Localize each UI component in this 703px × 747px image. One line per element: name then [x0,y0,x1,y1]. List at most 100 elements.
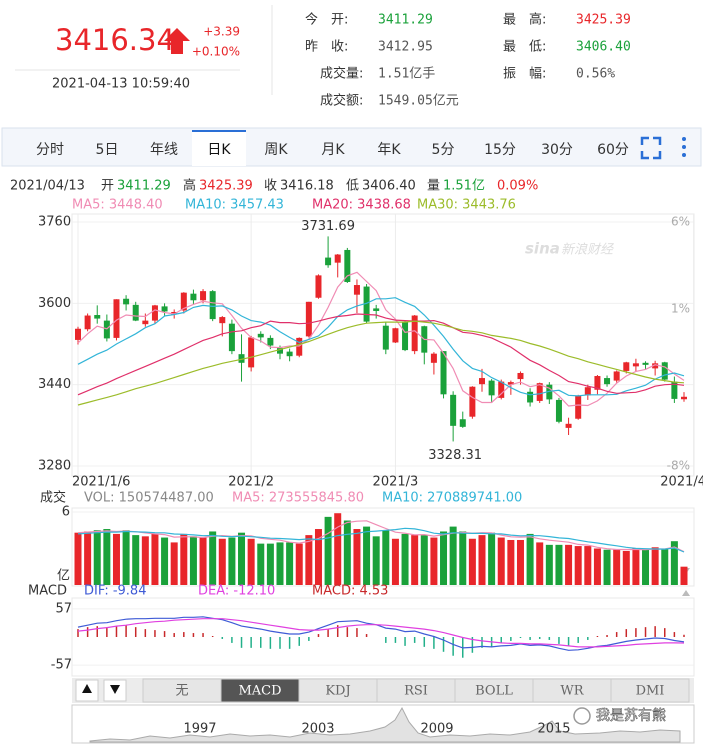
candle-body [200,291,207,301]
candle-body [469,386,476,417]
volume-bar [151,533,159,585]
legend-entry: DEA: -12.10 [198,584,275,599]
volume-bar [680,566,688,585]
overview-sparkline [89,706,681,743]
tab[interactable]: 15分 [484,142,516,158]
volume-bar [613,549,621,585]
tab[interactable]: 5分 [432,142,455,158]
tab-selected[interactable] [192,131,246,166]
volume-bar [112,533,120,585]
info-label: 高 [183,178,196,194]
legend-entry: MA10: 3457.43 [185,198,284,213]
volume-bar [536,542,544,585]
legend-entry: MA10: 270889741.00 [382,491,522,506]
stat-label: 振 幅: [503,67,546,82]
fullscreen-icon[interactable] [640,136,662,160]
tab[interactable]: 周K [264,142,288,158]
legend-entry: MA20: 3438.68 [312,198,411,213]
candle-body [517,372,524,380]
watermark-icon [573,707,591,725]
candle-body [113,299,120,338]
volume-bar [468,538,476,585]
stat-label: 今 开: [305,12,348,28]
indicator-tab-label[interactable]: WR [560,684,584,699]
ma-line [77,297,685,397]
volume-bar [276,542,284,585]
macd-line [77,618,685,648]
info-label: 收 [264,179,277,194]
volume-bar [122,530,130,585]
candle-body [315,275,322,298]
candle-body [623,362,630,371]
volume-bar [565,544,573,585]
x-tick-label: 2021/1/6 [72,475,130,490]
candle-body [344,249,351,282]
volume-bar [516,539,524,585]
volume-bar [238,532,246,585]
indicator-tab-label[interactable]: RSI [404,684,428,699]
x-tick-label: 2021/4/13 [660,475,703,490]
volume-bar [314,529,322,585]
volume-bar [488,532,496,585]
ma-line [77,271,685,407]
panel-title: MACD [28,584,67,599]
watermark-text: 新浪财经 [561,242,615,258]
candle-body [604,378,611,385]
volume-bar [391,538,399,585]
candle-body [507,382,514,385]
more-icon[interactable] [682,137,686,157]
candle-body [565,423,572,428]
candle-body [575,395,582,419]
legend-entry: MA5: 273555845.80 [232,491,364,506]
candle-body [536,383,543,401]
volume-bar [545,544,553,585]
indicator-tab-label[interactable]: 无 [175,684,188,699]
tab[interactable]: 月K [321,142,345,158]
candle-body [479,378,485,385]
volume-bar [584,546,592,585]
volume-bar [266,543,274,585]
volume-bar [478,535,486,585]
stat-value: 0.56% [576,67,615,82]
tab[interactable]: 30分 [541,142,573,158]
tab[interactable]: 60分 [597,142,629,158]
volume-bar [228,537,236,585]
volume-bar [440,531,448,585]
volume-bar [180,533,188,585]
volume-bar [353,529,361,585]
ma-line [77,320,685,406]
indicator-tab[interactable] [610,678,690,703]
overview-year: 2009 [420,722,453,737]
tab[interactable]: 年线 [150,142,178,158]
up-arrow [164,28,190,54]
candle-body [584,387,591,396]
candle-body [353,285,360,295]
ma-line [77,313,685,396]
tab[interactable]: 分时 [36,142,64,158]
volume-ma-line [77,527,685,553]
y-tick-label: 3280 [38,459,71,474]
indicator-tab-label[interactable]: MACD [238,684,281,699]
volume-bar [305,535,313,585]
candle-body [171,311,178,315]
tab[interactable]: 日K [207,142,231,158]
candle-body [209,291,216,320]
indicator-tab-label[interactable]: DMI [636,684,665,699]
candle-body [430,353,437,363]
candle-body [277,348,283,354]
info-label: 开 [101,179,114,194]
candle-body [103,320,110,339]
candle-body [305,301,312,337]
volume-bar [286,542,294,585]
tab[interactable]: 5日 [96,142,119,158]
tab[interactable]: 年K [377,142,401,158]
y-tick-label: 3440 [38,377,71,392]
indicator-tab-label[interactable]: KDJ [325,684,350,699]
down-glyph [110,685,120,694]
indicator-tab-label[interactable]: BOLL [475,684,513,699]
volume-bar [574,546,582,585]
candle-body [219,317,226,324]
